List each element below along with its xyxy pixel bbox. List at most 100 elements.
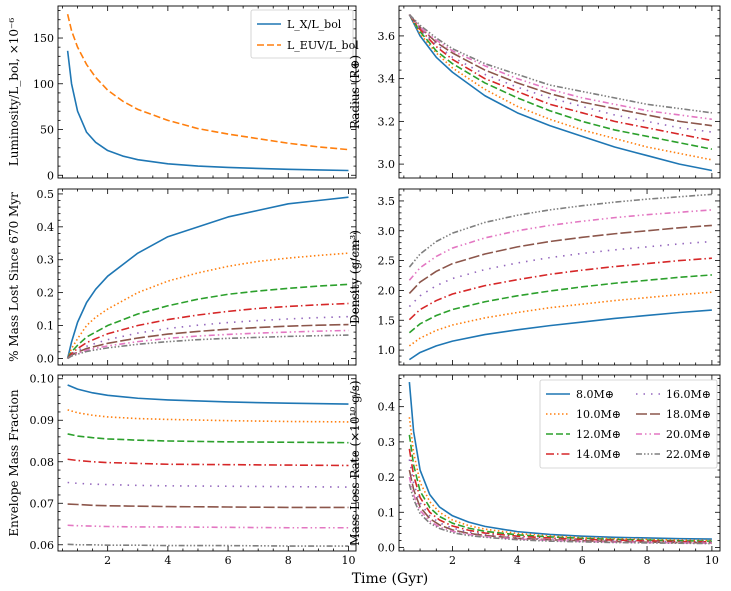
- y-tick-label: 0.3: [37, 254, 55, 267]
- legend-entry-12-0m: 12.0M⊕: [576, 428, 621, 441]
- legend-entry-l-x-l-bol: L_X/L_bol: [287, 18, 342, 31]
- series-line-14-0m: [408, 448, 712, 543]
- y-tick-label: 0.06: [30, 539, 55, 552]
- series-line-14-0m: [408, 14, 713, 142]
- series-line-l-euv-l-bol: [66, 14, 349, 151]
- series-line-10-0m: [408, 291, 712, 347]
- series-line-18-0m: [408, 469, 712, 544]
- series-group: [66, 14, 349, 172]
- series-line-10-0m: [66, 252, 349, 359]
- y-tick-label: 3.0: [378, 225, 396, 238]
- y-axis-label: Luminosity/L_bol, ×10⁻⁶: [7, 18, 21, 167]
- series-line-18-0m: [408, 14, 712, 127]
- y-tick-label: 0.10: [30, 373, 55, 386]
- series-line-14-0m: [67, 458, 349, 467]
- series-line-12-0m: [66, 283, 349, 359]
- series-line-8-0m: [408, 309, 712, 361]
- series-line-12-0m: [408, 14, 713, 150]
- legend-box: [539, 379, 718, 469]
- y-tick-label: 0.09: [30, 414, 55, 427]
- y-tick-label: 0.2: [378, 471, 396, 484]
- axes-frame: [398, 188, 721, 366]
- series-line-16-0m: [408, 459, 712, 543]
- series-line-12-0m: [408, 274, 712, 334]
- y-tick-label: 3.4: [378, 73, 396, 86]
- series-line-20-0m: [408, 209, 712, 281]
- series-line-8-0m: [67, 384, 349, 405]
- y-tick-label: 0.07: [30, 497, 55, 510]
- axes-frame: [398, 5, 721, 179]
- y-tick-label: 150: [33, 32, 54, 45]
- legend-entry-14-0m: 14.0M⊕: [576, 448, 621, 461]
- panel-luminosity: 0 50 100 150 Luminosity/L_bol, ×10⁻⁶ L_X/L_bo…: [7, 5, 359, 182]
- panel-mass-lost: 0.0 0.1 0.2 0.3 0.4 0.5 % Mass Lost Since 670 …: [7, 188, 357, 366]
- y-tick-label: 1.0: [378, 344, 396, 357]
- series-line-16-0m: [67, 481, 349, 488]
- y-tick-label: 0.5: [37, 188, 55, 201]
- series-line-22-0m: [408, 13, 712, 114]
- series-line-18-0m: [408, 224, 712, 294]
- x-tick-label: 4: [164, 554, 171, 567]
- y-tick-label: 0.3: [378, 436, 396, 449]
- y-axis-label: Mass Loss Rate (×10¹⁰ g/s): [348, 380, 362, 545]
- series-line-22-0m: [67, 543, 349, 547]
- x-tick-label: 6: [225, 554, 232, 567]
- series-line-14-0m: [67, 302, 349, 359]
- legend-entry-18-0m: 18.0M⊕: [666, 408, 711, 421]
- series-line-22-0m: [408, 193, 712, 268]
- legend-entry-22-0m: 22.0M⊕: [666, 448, 711, 461]
- legend: L_X/L_bol L_EUV/L_bol: [250, 9, 359, 59]
- legend-entry-8-0m: 8.0M⊕: [576, 388, 614, 401]
- y-tick-label: 0: [47, 169, 54, 182]
- x-tick-label: 8: [644, 554, 651, 567]
- panel-mass-loss-rate: 2 4 6 8 10 0.0 0.1 0.2 0.3 0.4 Mass Loss Rate (×10…: [348, 374, 721, 567]
- series-line-18-0m: [67, 323, 349, 360]
- y-tick-label: 0.08: [30, 456, 55, 469]
- series-group: [67, 384, 349, 547]
- y-tick-label: 1.5: [378, 314, 396, 327]
- series-group: [408, 13, 713, 172]
- x-tick-label: 2: [449, 554, 456, 567]
- legend: 8.0M⊕ 10.0M⊕ 12.0M⊕ 14.0M⊕ 16.0M⊕ 18.0M⊕ 20.0M…: [539, 379, 718, 469]
- y-tick-label: 3.6: [378, 30, 396, 43]
- y-tick-label: 0.0: [378, 541, 396, 554]
- series-line-16-0m: [67, 315, 349, 359]
- y-tick-label: 0.0: [37, 352, 55, 365]
- y-tick-label: 3.2: [378, 115, 396, 128]
- y-tick-label: 0.1: [37, 320, 55, 333]
- series-line-12-0m: [67, 433, 349, 444]
- axes-frame: [57, 5, 357, 179]
- panel-density: 1.0 1.5 2.0 2.5 3.0 3.5 Density (g/cm³): [348, 188, 721, 366]
- legend-box: [250, 9, 354, 59]
- series-line-10-0m: [408, 417, 712, 542]
- series-group: [66, 196, 349, 360]
- x-tick-label: 6: [579, 554, 586, 567]
- x-axis-label: Time (Gyr): [352, 571, 429, 587]
- series-line-8-0m: [408, 381, 712, 540]
- series-line-10-0m: [67, 409, 349, 423]
- panel-radius: 3.0 3.2 3.4 3.6 Radius (R⊕): [348, 5, 721, 179]
- y-tick-label: 0.4: [378, 401, 396, 414]
- series-line-20-0m: [67, 329, 349, 360]
- y-tick-label: 100: [33, 78, 54, 91]
- x-tick-label: 10: [705, 554, 719, 567]
- axes-frame: [57, 374, 357, 552]
- legend-entry-16-0m: 16.0M⊕: [666, 388, 711, 401]
- panel-envelope: 2 4 6 8 10 0.06 0.07 0.08 0.09 0.10 Envelope Mass …: [7, 373, 357, 567]
- series-line-22-0m: [67, 334, 349, 360]
- legend-entry-20-0m: 20.0M⊕: [666, 428, 711, 441]
- y-axis-label: Density (g/cm³): [348, 230, 362, 324]
- legend-entry-l-euv-l-bol: L_EUV/L_bol: [287, 39, 359, 52]
- series-line-8-0m: [66, 196, 349, 359]
- x-tick-label: 10: [341, 554, 355, 567]
- x-tick-label: 8: [285, 554, 292, 567]
- x-tick-label: 2: [104, 554, 111, 567]
- y-tick-label: 0.4: [37, 221, 55, 234]
- axes-frame: [57, 188, 357, 366]
- series-line-16-0m: [408, 240, 712, 308]
- y-tick-label: 3.5: [378, 195, 396, 208]
- y-tick-label: 50: [40, 124, 54, 137]
- y-tick-label: 2.0: [378, 284, 396, 297]
- y-tick-label: 3.0: [378, 158, 396, 171]
